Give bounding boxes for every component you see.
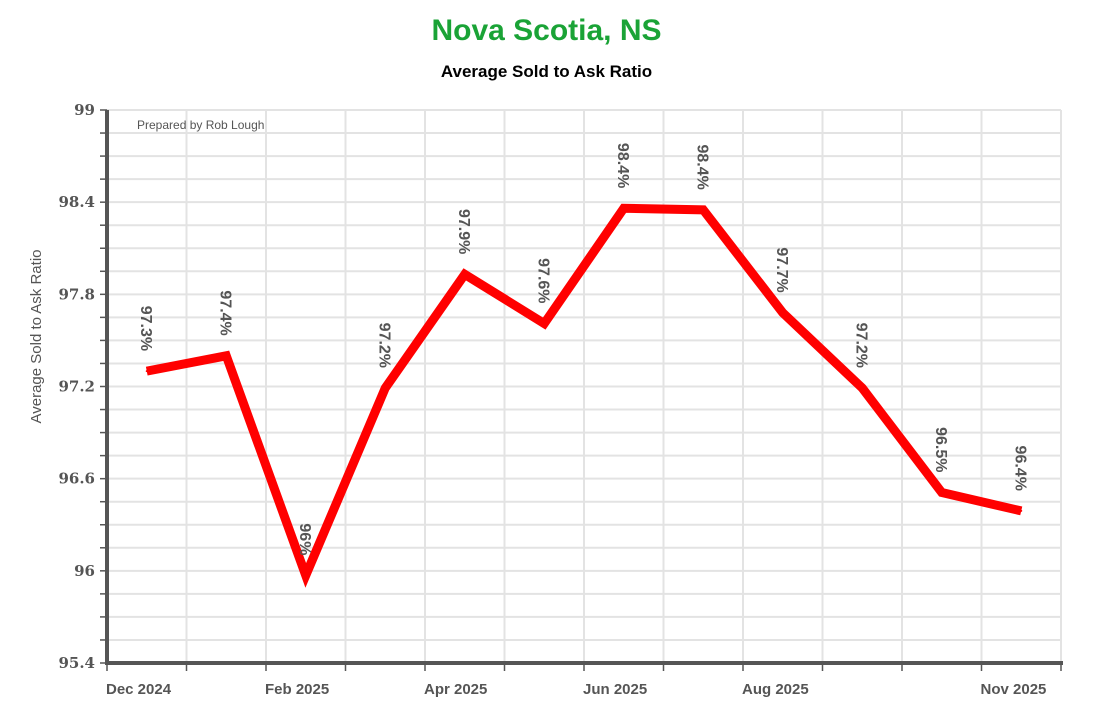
x-tick-label: Nov 2025: [981, 681, 1047, 698]
x-tick-label: Feb 2025: [265, 681, 329, 698]
y-tick-label: 99: [74, 101, 95, 119]
x-tick-label: Apr 2025: [424, 681, 487, 698]
data-point: [702, 208, 705, 211]
chart-subtitle: Average Sold to Ask Ratio: [440, 62, 653, 81]
y-tick-label: 96: [74, 562, 95, 580]
data-point: [1020, 509, 1023, 512]
y-axis-label: Average Sold to Ask Ratio: [28, 250, 45, 424]
data-label: 97.2%: [852, 323, 869, 368]
data-point: [463, 273, 466, 276]
data-label: 97.2%: [375, 323, 392, 368]
y-tick-label: 95.4: [58, 654, 95, 672]
data-label: 97.4%: [216, 290, 233, 335]
x-tick-label: Jun 2025: [583, 681, 647, 698]
data-line: [145, 203, 1023, 588]
data-label: 96.4%: [1011, 446, 1028, 491]
data-label: 97.3%: [137, 306, 154, 351]
data-point: [145, 370, 148, 373]
data-label: 98.4%: [614, 143, 631, 188]
data-label: 97.7%: [773, 247, 790, 292]
annotation-text: Prepared by Rob Lough: [137, 118, 264, 132]
data-point: [781, 311, 784, 314]
data-point: [861, 387, 864, 390]
data-point: [384, 387, 387, 390]
y-tick-label: 98.4: [58, 193, 95, 211]
x-tick-label: Aug 2025: [742, 681, 809, 698]
data-label: 96%: [296, 523, 313, 555]
y-tick-label: 96.6: [58, 470, 95, 488]
chart-title: Nova Scotia, NS: [431, 14, 662, 47]
y-tick-label: 97.8: [58, 285, 95, 303]
data-label: 97.9%: [455, 209, 472, 254]
data-point: [940, 491, 943, 494]
data-label: 97.6%: [534, 258, 551, 303]
data-point: [304, 574, 307, 577]
data-point: [543, 322, 546, 325]
data-label: 96.5%: [932, 427, 949, 472]
data-point: [225, 354, 228, 357]
x-tick-label: Dec 2024: [106, 681, 172, 698]
y-tick-label: 97.2: [58, 378, 95, 396]
data-label: 98.4%: [693, 144, 710, 189]
data-point: [622, 207, 625, 210]
